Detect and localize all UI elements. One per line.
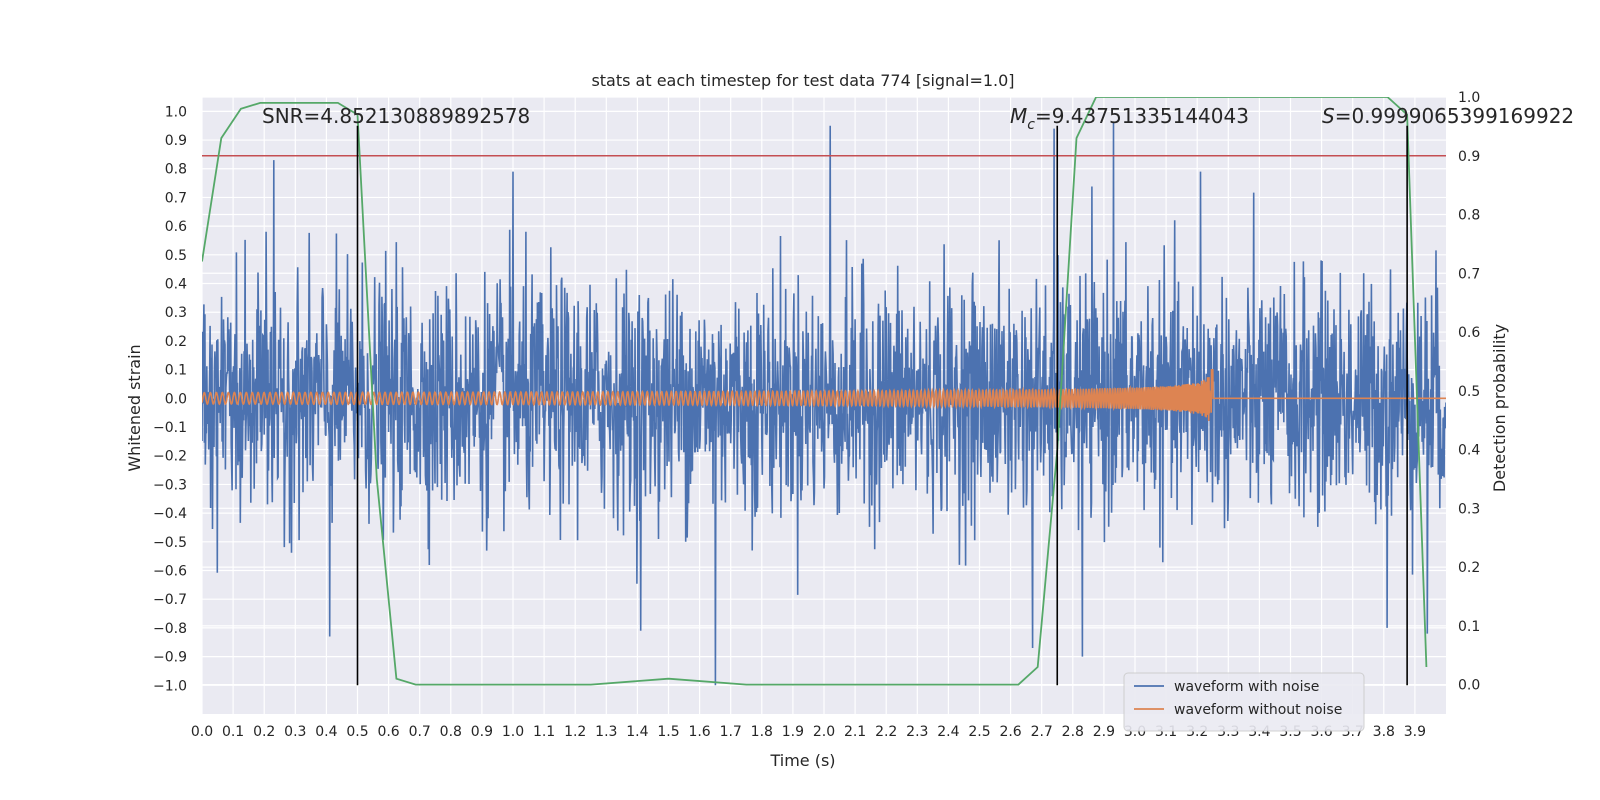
y-tick-label: 0.6	[165, 219, 187, 235]
x-tick-label: 0.6	[377, 724, 399, 740]
y-right-tick-label: 0.1	[1458, 619, 1480, 635]
annotation-s-symbol: S	[1322, 104, 1335, 128]
annotation-mc-value: =9.43751335144043	[1035, 104, 1249, 128]
x-tick-label: 0.2	[253, 724, 275, 740]
annotation-snr: SNR=4.852130889892578	[262, 104, 530, 128]
x-tick-label: 2.9	[1093, 724, 1115, 740]
series-detection-probability	[201, 96, 1428, 686]
legend: waveform with noise waveform without noi…	[1123, 672, 1365, 732]
series-waveform-with-noise	[202, 122, 1446, 686]
y-right-tick-label: 0.9	[1458, 149, 1480, 165]
x-tick-label: 2.4	[937, 724, 959, 740]
y-tick-label: −0.4	[153, 506, 187, 522]
y-tick-label: −0.6	[153, 564, 187, 580]
x-tick-label: 1.9	[782, 724, 804, 740]
y-tick-label: −0.8	[153, 621, 187, 637]
y-right-tick-label: 1.0	[1458, 90, 1480, 106]
y-right-tick-label: 0.2	[1458, 560, 1480, 576]
series-waveform-without-noise	[202, 369, 1446, 422]
line-waveform-with-noise	[202, 122, 1446, 686]
x-tick-label: 2.0	[813, 724, 835, 740]
x-tick-label: 0.4	[315, 724, 337, 740]
y-ticks: 1.0 0.9 0.8 0.7 0.6 0.5 0.4 0.3 0.2 0.1 0.0 −0.1 −0.…	[153, 104, 187, 694]
y-right-tick-label: 0.7	[1458, 266, 1480, 282]
line-waveform-without-noise	[202, 369, 1446, 422]
y-tick-label: 0.0	[165, 391, 187, 407]
y-tick-label: 0.1	[165, 363, 187, 379]
chart-title: stats at each timestep for test data 774…	[591, 71, 1014, 90]
annotation-s: S=0.9999065399169922	[1322, 104, 1574, 128]
x-tick-label: 2.7	[1031, 724, 1053, 740]
y-right-ticks: 1.0 0.9 0.8 0.7 0.6 0.5 0.4 0.3 0.2 0.1 0.0	[1458, 90, 1480, 694]
x-tick-label: 2.2	[875, 724, 897, 740]
x-tick-label: 0.3	[284, 724, 306, 740]
y-tick-label: −0.1	[153, 420, 187, 436]
x-tick-label: 1.2	[564, 724, 586, 740]
y-tick-label: −0.2	[153, 449, 187, 465]
annotation-mc-subscript: c	[1027, 117, 1035, 133]
x-tick-label: 2.6	[999, 724, 1021, 740]
y-tick-label: −0.7	[153, 592, 187, 608]
x-tick-label: 2.3	[906, 724, 928, 740]
vertical-markers	[356, 125, 1408, 686]
x-tick-label: 3.9	[1404, 724, 1426, 740]
y-tick-label: 1.0	[165, 104, 187, 120]
x-tick-label: 0.7	[409, 724, 431, 740]
y-axis-label: Whitened strain	[125, 344, 144, 471]
y-tick-label: 0.8	[165, 162, 187, 178]
x-tick-label: 0.5	[346, 724, 368, 740]
line-detection-probability	[202, 97, 1428, 686]
x-tick-label: 2.5	[968, 724, 990, 740]
legend-box	[1123, 672, 1365, 732]
y-tick-label: 0.7	[165, 190, 187, 206]
x-tick-label: 1.3	[595, 724, 617, 740]
x-tick-label: 0.1	[222, 724, 244, 740]
legend-label-noise: waveform with noise	[1174, 679, 1319, 695]
x-tick-label: 1.7	[720, 724, 742, 740]
x-axis-label: Time (s)	[769, 751, 835, 770]
x-tick-label: 1.0	[502, 724, 524, 740]
y-right-axis-label: Detection probability	[1490, 324, 1509, 492]
y-tick-label: 0.3	[165, 305, 187, 321]
y-right-tick-label: 0.5	[1458, 384, 1480, 400]
y-right-tick-label: 0.6	[1458, 325, 1480, 341]
y-right-tick-label: 0.3	[1458, 501, 1480, 517]
y-right-tick-label: 0.0	[1458, 678, 1480, 694]
y-tick-label: 0.2	[165, 334, 187, 350]
x-tick-label: 1.5	[657, 724, 679, 740]
annotation-mc: Mc=9.43751335144043	[1010, 104, 1249, 133]
x-tick-label: 0.0	[191, 724, 213, 740]
x-tick-label: 3.8	[1373, 724, 1395, 740]
annotation-s-value: =0.9999065399169922	[1335, 104, 1574, 128]
x-tick-label: 1.8	[751, 724, 773, 740]
y-tick-label: −1.0	[153, 678, 187, 694]
x-tick-label: 2.8	[1062, 724, 1084, 740]
x-tick-label: 1.6	[688, 724, 710, 740]
x-tick-label: 0.8	[440, 724, 462, 740]
x-tick-label: 1.4	[626, 724, 648, 740]
x-tick-label: 2.1	[844, 724, 866, 740]
y-tick-label: −0.5	[153, 535, 187, 551]
x-tick-label: 0.9	[471, 724, 493, 740]
y-right-tick-label: 0.8	[1458, 208, 1480, 224]
annotation-mc-symbol: M	[1010, 104, 1027, 128]
y-tick-label: −0.9	[153, 650, 187, 666]
legend-label-clean: waveform without noise	[1174, 702, 1342, 718]
x-tick-label: 1.1	[533, 724, 555, 740]
y-tick-label: −0.3	[153, 477, 187, 493]
y-tick-label: 0.9	[165, 133, 187, 149]
y-right-tick-label: 0.4	[1458, 443, 1480, 459]
y-tick-label: 0.4	[165, 277, 187, 293]
y-tick-label: 0.5	[165, 248, 187, 264]
